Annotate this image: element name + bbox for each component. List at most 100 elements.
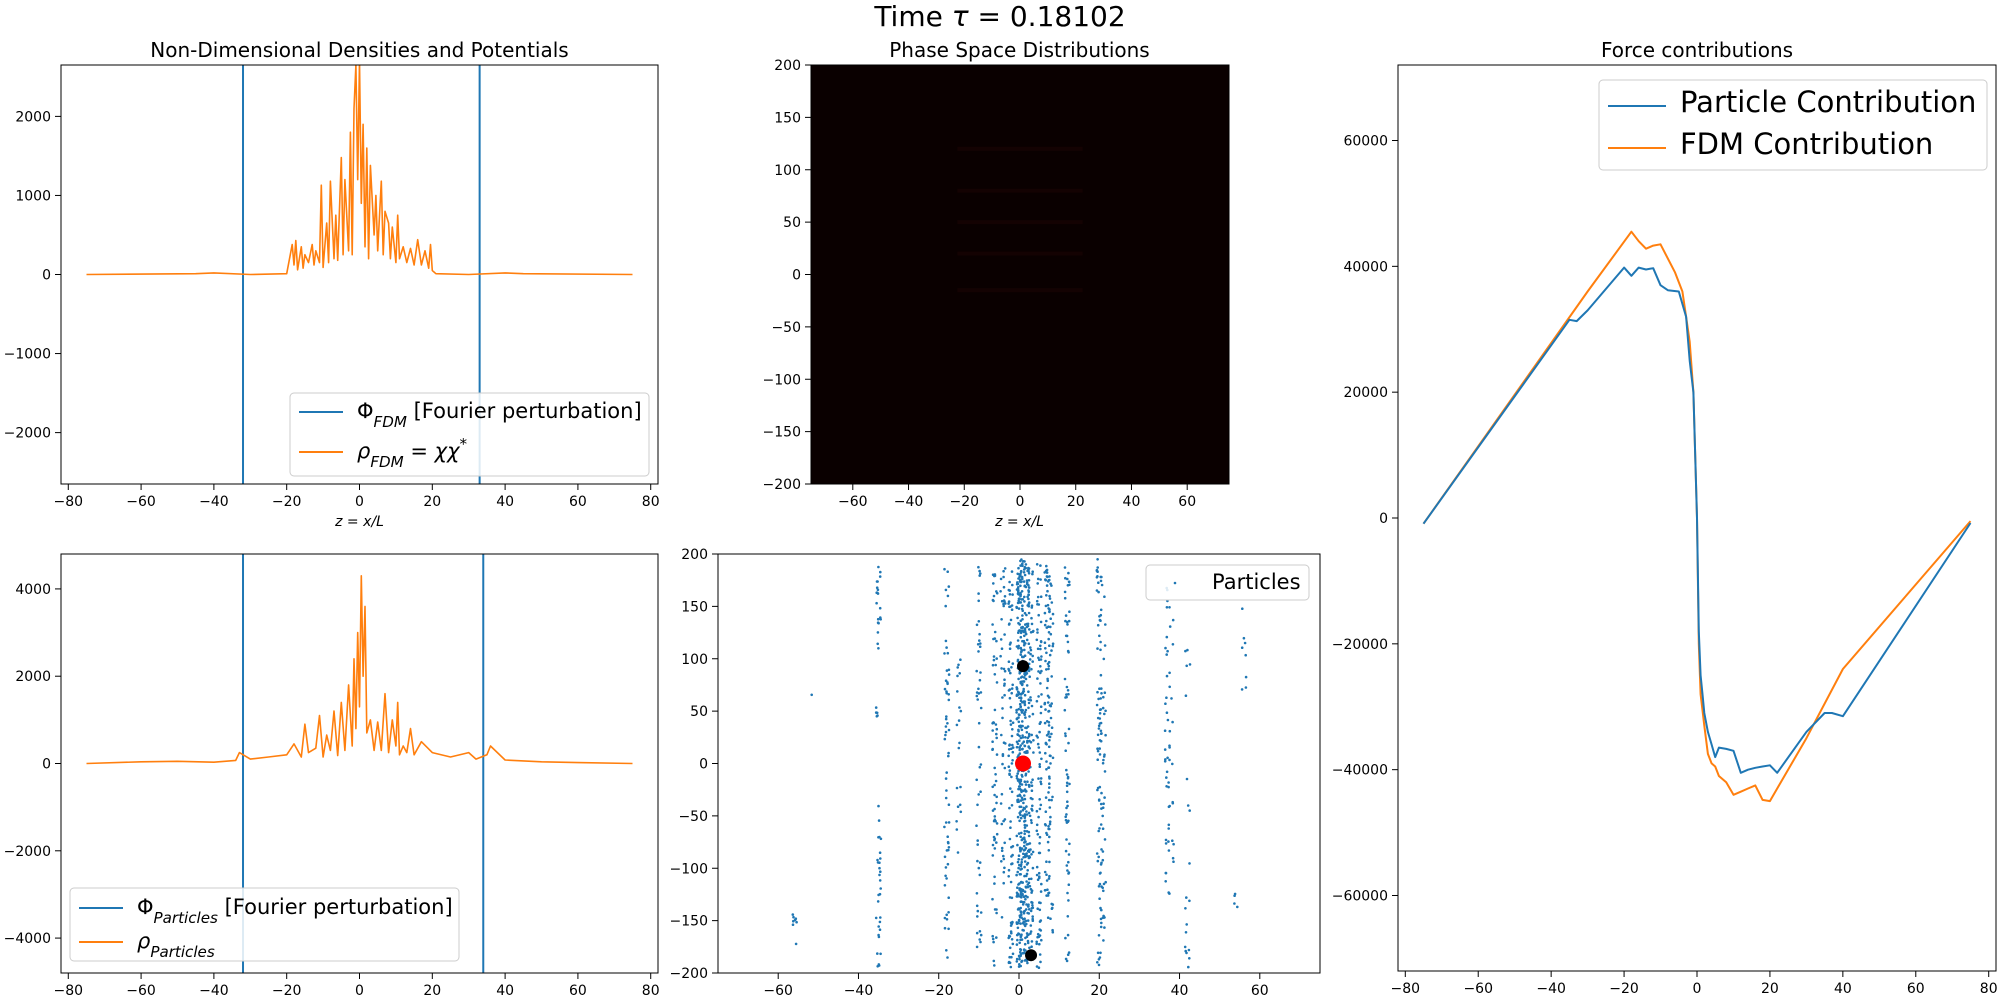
particle-point xyxy=(1019,705,1022,708)
particle-point xyxy=(993,673,997,676)
panel-particle-densities: −80 −60 −40 −20 0 20 40 60 80 −4000 −2000 0 2000 4000… xyxy=(4,553,660,999)
particle-point xyxy=(977,592,980,595)
particle-point xyxy=(1104,880,1107,884)
particle-point xyxy=(1047,724,1051,727)
legend: Particle Contribution FDM Contribution xyxy=(1598,79,1988,171)
particle-point xyxy=(1046,679,1050,683)
particle-point xyxy=(992,721,995,724)
particle-point xyxy=(993,807,996,811)
particle-point xyxy=(1016,588,1020,592)
particle-point xyxy=(1067,883,1071,886)
particle-point xyxy=(1044,708,1047,711)
particle-point xyxy=(1031,572,1034,576)
particle-point xyxy=(1043,641,1047,644)
legend-box xyxy=(69,887,460,962)
particle-point xyxy=(976,909,980,913)
particle-point xyxy=(1067,853,1071,856)
particle-point xyxy=(1066,891,1069,895)
particle-point xyxy=(1015,708,1018,712)
particle-point xyxy=(1025,843,1029,846)
x-tick-label: 40 xyxy=(496,494,514,510)
particle-point xyxy=(1049,704,1053,708)
particle-point xyxy=(1047,579,1051,582)
particle-point xyxy=(1022,687,1025,691)
particle-point xyxy=(1016,582,1020,586)
particle-point xyxy=(1185,951,1188,955)
particle-point xyxy=(1022,676,1026,679)
y-tick-label: 200 xyxy=(774,58,801,74)
particle-point xyxy=(1039,720,1042,724)
particle-point xyxy=(1016,639,1020,642)
particle-point xyxy=(944,733,947,737)
particle-point xyxy=(1016,742,1020,746)
particle-point xyxy=(879,570,882,574)
particle-point xyxy=(944,821,948,824)
particle-point xyxy=(1036,582,1039,585)
particle-point xyxy=(1027,589,1030,592)
x-tick-label: 40 xyxy=(1171,983,1189,999)
particle-point xyxy=(1047,791,1050,794)
particle-point xyxy=(1064,818,1068,822)
particle-point xyxy=(945,669,949,672)
particle-point xyxy=(1035,809,1039,813)
particle-point xyxy=(946,722,949,725)
particle-point xyxy=(878,920,882,924)
particle-point xyxy=(1010,608,1014,611)
particle-point xyxy=(1165,770,1169,774)
particle-point xyxy=(1102,889,1105,893)
particle-point xyxy=(992,582,995,585)
particle-point xyxy=(1065,685,1069,689)
panel-fdm-densities: Non-Dimensional Densities and Potentials… xyxy=(4,38,660,530)
plot-area xyxy=(1422,230,1972,803)
particle-point xyxy=(1045,584,1049,587)
particle-point xyxy=(1016,892,1020,896)
particle-point xyxy=(1007,667,1010,671)
particle-point xyxy=(1064,634,1068,638)
particle-point xyxy=(1066,577,1069,581)
particle-point xyxy=(878,866,881,870)
particle-point xyxy=(1164,871,1168,875)
particle-point xyxy=(945,771,948,774)
particle-point xyxy=(1101,858,1105,862)
particle-point xyxy=(991,623,994,626)
particle-point xyxy=(991,809,995,812)
particle-point xyxy=(1065,693,1068,696)
y-tick-label: 20000 xyxy=(1343,385,1388,401)
particle-point xyxy=(945,949,948,952)
particle-point xyxy=(978,574,981,577)
particle-point xyxy=(978,569,981,573)
particle-point xyxy=(992,959,996,963)
particle-point xyxy=(1065,773,1069,776)
particle-point xyxy=(1008,744,1011,747)
particle-point xyxy=(1044,796,1048,799)
particle-point xyxy=(1009,880,1013,884)
particle-point xyxy=(1020,773,1024,777)
particle-point xyxy=(1048,653,1052,657)
particle-point xyxy=(1039,705,1043,708)
particle-point xyxy=(1038,807,1042,811)
particle-point xyxy=(1024,677,1028,681)
particle-point xyxy=(876,714,879,717)
particle-point xyxy=(1028,628,1031,631)
particle-point xyxy=(955,723,959,727)
particle-point xyxy=(1036,628,1039,631)
particle-point xyxy=(1103,926,1106,929)
particle-point xyxy=(1048,786,1051,789)
particle-point xyxy=(975,623,979,627)
particle-point xyxy=(1018,819,1021,823)
particle-point xyxy=(1015,943,1019,946)
particle-point xyxy=(979,763,983,766)
panel-title: Non-Dimensional Densities and Potentials xyxy=(150,38,568,62)
particle-point xyxy=(1099,648,1102,652)
particle-point xyxy=(1038,908,1042,912)
particle-point xyxy=(1045,768,1048,771)
particle-point xyxy=(978,645,982,648)
particle-point xyxy=(1064,936,1067,940)
particle-point xyxy=(1010,862,1013,866)
particle-point xyxy=(1000,916,1004,919)
particle-point xyxy=(993,875,996,879)
particle-point xyxy=(1019,964,1022,968)
y-tick-label: 50 xyxy=(690,704,708,720)
particle-point xyxy=(1028,842,1032,845)
particle-point xyxy=(1024,642,1027,645)
